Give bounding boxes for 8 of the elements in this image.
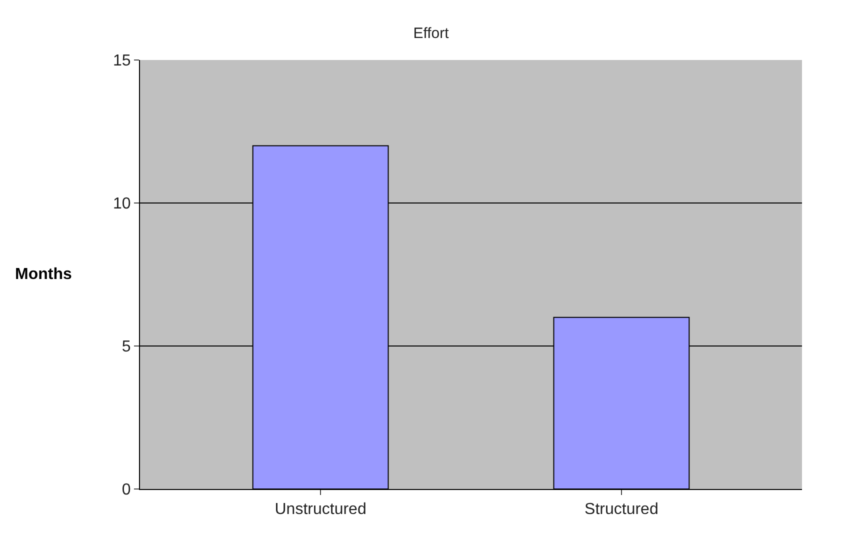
y-tick-label: 5 [122,338,131,356]
y-tick-label: 15 [113,52,131,70]
x-tick-label: Structured [584,501,658,518]
y-tick-label: 0 [122,482,131,499]
x-tick-label: Unstructured [274,501,366,518]
y-axis-title: Months [15,266,72,283]
chart-title: Effort [413,24,450,42]
y-tick-label: 10 [113,196,131,213]
